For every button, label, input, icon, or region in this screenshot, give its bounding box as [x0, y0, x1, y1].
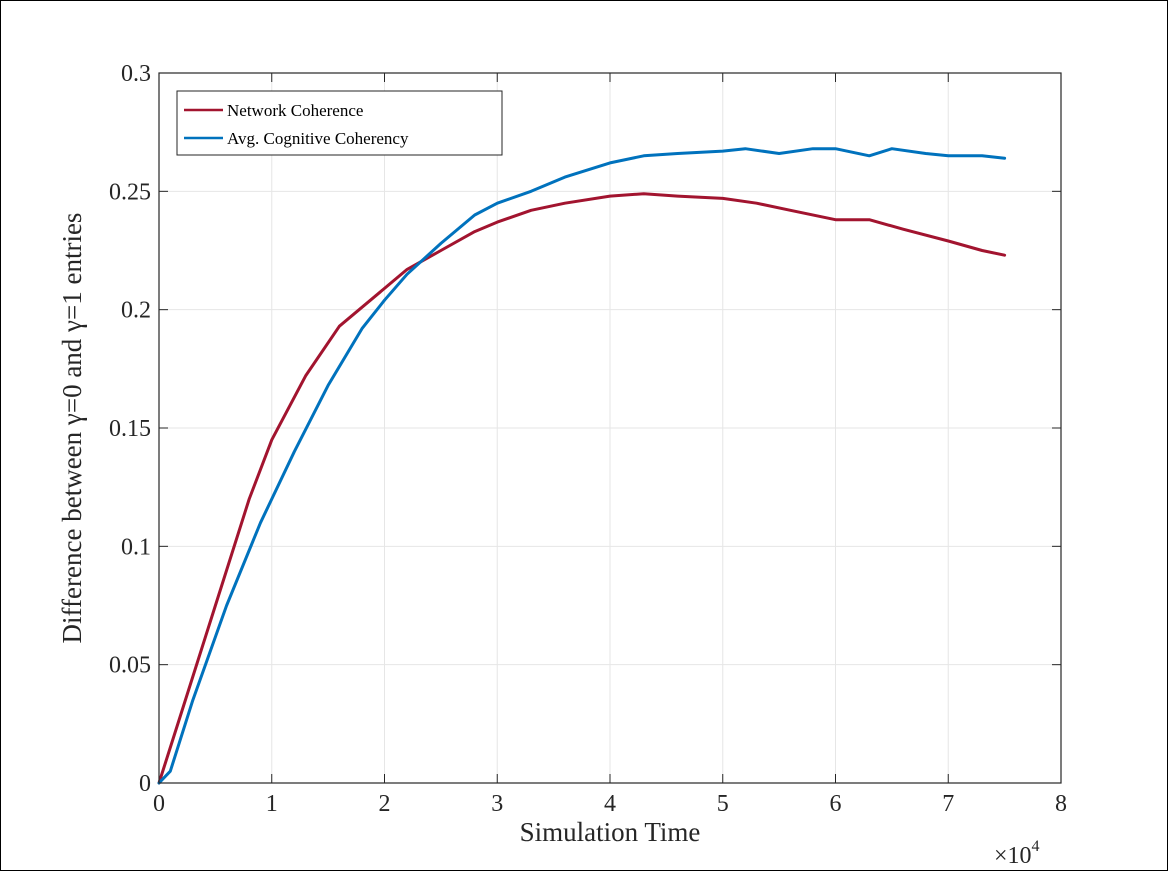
y-tick-label: 0.2 [121, 298, 151, 324]
legend-label-network-coherence: Network Coherence [227, 101, 363, 120]
y-tick-label: 0.1 [121, 534, 151, 560]
x-tick-label: 1 [266, 791, 278, 817]
y-axis-ticks: 0 0.05 0.1 0.15 0.2 0.25 0.3 [109, 61, 1061, 797]
x-axis-exponent-power: 4 [1032, 838, 1040, 855]
x-axis-label: Simulation Time [520, 817, 701, 847]
x-tick-label: 3 [491, 791, 503, 817]
y-axis-label: Difference between γ=0 and γ=1 entries [57, 213, 87, 644]
legend-box [176, 90, 503, 156]
y-tick-label: 0 [139, 771, 151, 797]
x-axis-ticks: 0 1 2 3 4 5 6 7 8 [153, 73, 1067, 817]
y-tick-label: 0.3 [121, 61, 151, 87]
x-tick-label: 6 [830, 791, 842, 817]
series-lines [157, 147, 1007, 785]
x-tick-label: 4 [604, 791, 616, 817]
x-tick-label: 8 [1055, 791, 1067, 817]
y-tick-label: 0.15 [109, 416, 151, 442]
x-tick-label: 0 [153, 791, 165, 817]
x-tick-label: 7 [942, 791, 954, 817]
legend: Network Coherence Avg. Cognitive Coheren… [176, 90, 503, 156]
series-line-avg-cognitive-coherency [157, 147, 1007, 785]
x-axis-exponent: ×104 [994, 838, 1040, 869]
y-tick-label: 0.25 [109, 179, 151, 205]
legend-label-avg-cognitive-coherency: Avg. Cognitive Coherency [227, 129, 409, 148]
series-line-network-coherence [157, 192, 1007, 785]
x-tick-label: 5 [717, 791, 729, 817]
y-tick-label: 0.05 [109, 653, 151, 679]
x-axis-exponent-base: ×10 [994, 843, 1032, 869]
x-tick-label: 2 [379, 791, 391, 817]
